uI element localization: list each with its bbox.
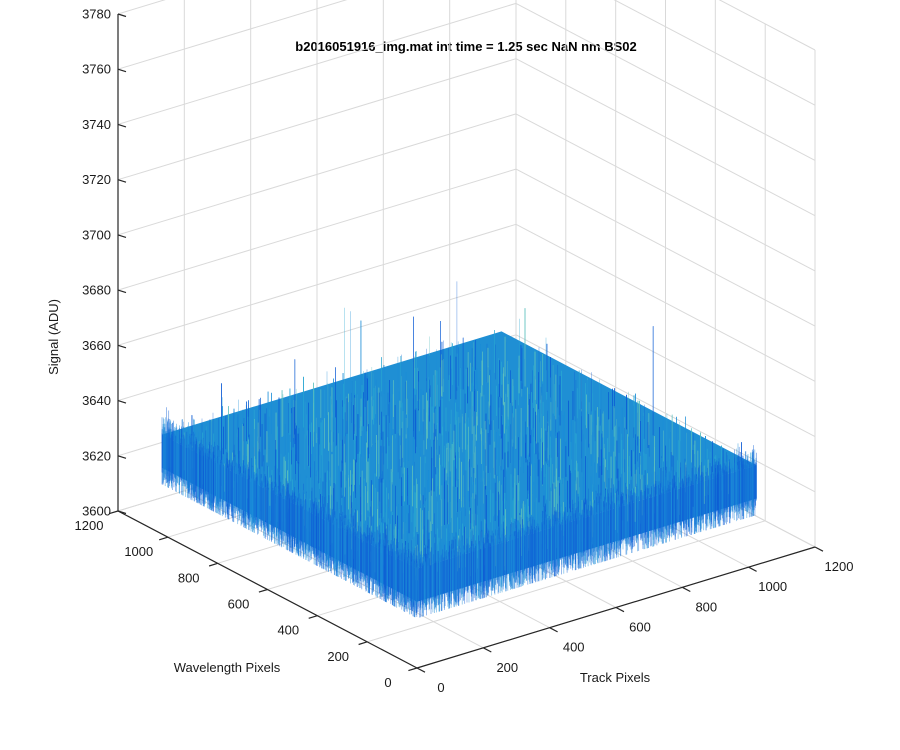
grid-line (718, 0, 816, 51)
grid-line (117, 168, 517, 291)
grid-line (117, 279, 517, 402)
chart-title: b2016051916_img.mat int time = 1.25 sec … (295, 39, 636, 54)
grid-line (515, 334, 816, 493)
grid-line (117, 58, 517, 181)
noise-surface (161, 281, 757, 618)
grid-line (367, 520, 766, 643)
grid-line (515, 113, 816, 272)
grid-line (515, 223, 816, 382)
grid-line (117, 223, 517, 346)
grid-line (515, 168, 816, 327)
grid-line (515, 58, 816, 217)
grid-line (515, 279, 816, 438)
grid-line (515, 2, 816, 161)
grid-line (613, 0, 816, 106)
grid-line (117, 113, 517, 236)
grid-line (117, 2, 517, 125)
grid-line (117, 0, 348, 70)
